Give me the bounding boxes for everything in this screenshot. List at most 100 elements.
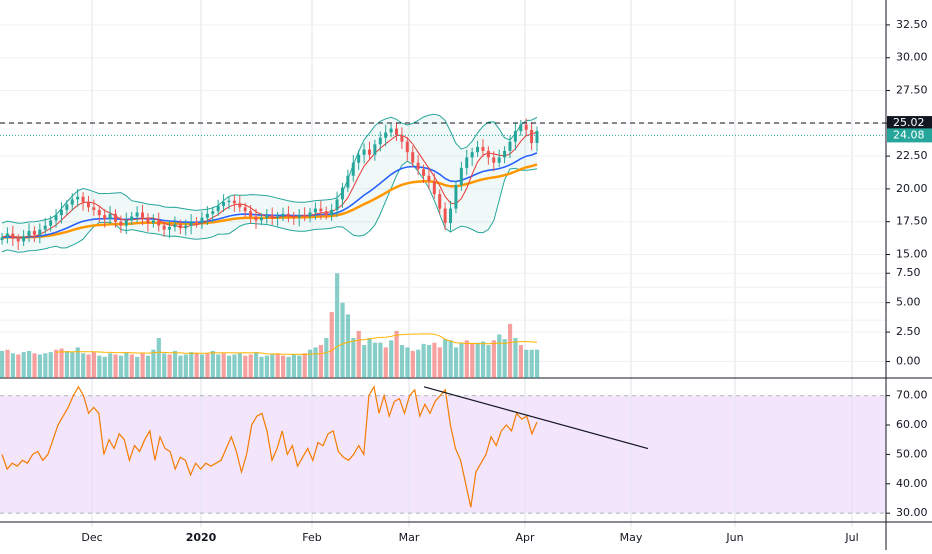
volume-bar [16,354,21,378]
volume-bar [140,353,145,378]
close-price-tag-background [887,128,932,143]
rsi-band [0,395,886,514]
candle-body [319,208,323,212]
candle-body [151,220,155,224]
volume-bar [345,314,351,378]
time-axis-label: May [620,531,643,544]
volume-bar [308,349,313,378]
volume-bar [102,356,107,378]
rsi-axis-tick-label: 70.00 [896,389,928,402]
volume-bar [167,354,172,378]
rsi-axis-tick-label: 30.00 [896,506,928,519]
candle-body [313,208,317,213]
time-axis-label: Apr [515,531,535,544]
volume-ma-line [55,333,538,355]
volume-bar [75,347,80,378]
candle-body [108,213,112,220]
volume-bar [291,354,297,378]
candle-body [162,225,166,230]
candle-body [519,124,523,132]
candle-body [432,181,436,195]
candle-body [189,221,193,226]
candle-body [76,196,80,200]
volume-bar [270,354,275,378]
candle-body [465,157,469,168]
time-axis-label: Dec [81,531,102,544]
volume-bar [513,337,518,378]
volume-bar [259,356,264,378]
volume-bar [5,349,10,378]
candle-body [362,149,366,155]
candle-body [11,233,15,239]
volume-bar [91,352,97,378]
blue-ma-line [1,152,538,239]
candle-body [146,217,150,224]
candle-body [438,194,442,209]
candle-body [43,225,47,230]
volume-bar [399,345,405,378]
volume-bar [70,352,75,378]
volume-bar [367,337,372,378]
candle-body [97,209,101,216]
candle-body [340,187,344,200]
volume-bar [10,353,16,378]
candle-body [508,141,512,151]
volume-bar [372,342,378,378]
candle-body [308,212,312,217]
volume-bar [491,340,496,378]
volume-bar [27,350,32,378]
candle-body [281,213,285,217]
volume-bar [448,340,453,378]
volume-bar [81,353,86,378]
volume-bar [313,347,318,378]
candle-body [497,157,501,163]
candle-body [351,162,355,176]
last-price-tag-background [887,116,932,131]
volume-bar [340,302,345,378]
candle-body [443,208,447,224]
volume-bar [362,345,367,378]
candle-body [486,150,490,158]
candle-body [92,207,96,210]
candle-body [259,217,263,221]
candle-body [454,184,458,209]
volume-bar [216,354,221,378]
volume-bar [437,347,442,378]
volume-bar [124,352,129,378]
candle-body [411,152,415,163]
candle-body [59,209,63,216]
candle-body [276,216,280,218]
time-axis-label: Mar [399,531,420,544]
orange-ma-line [1,163,538,239]
volume-bar [210,350,215,378]
volume-bar [145,355,151,378]
volume-bar [156,337,161,378]
red-ma-line [1,131,538,239]
volume-bar [21,352,26,378]
candle-body [135,212,139,217]
volume-bar [443,339,448,378]
candle-body [5,233,9,238]
volume-bar [118,355,124,378]
volume-bar [389,340,394,378]
volume-bar [421,343,426,378]
volume-bar [86,354,91,378]
volume-bar [318,345,324,378]
volume-bar [199,354,205,378]
candle-body [65,204,69,210]
candle-body [492,157,496,163]
volume-bar [32,353,37,378]
volume-bar [535,349,540,378]
volume-bar [529,349,534,378]
volume-bar [64,350,70,378]
volume-bar [480,341,486,378]
volume-bar [221,353,226,378]
volume-bar [54,349,59,378]
volume-axis-tick-label: 5.00 [896,296,921,309]
candle-body [38,229,42,235]
volume-bar [329,312,334,378]
candle-body [524,124,528,130]
volume-bar [324,337,329,378]
price-axis-tick-label: 17.50 [896,215,928,228]
